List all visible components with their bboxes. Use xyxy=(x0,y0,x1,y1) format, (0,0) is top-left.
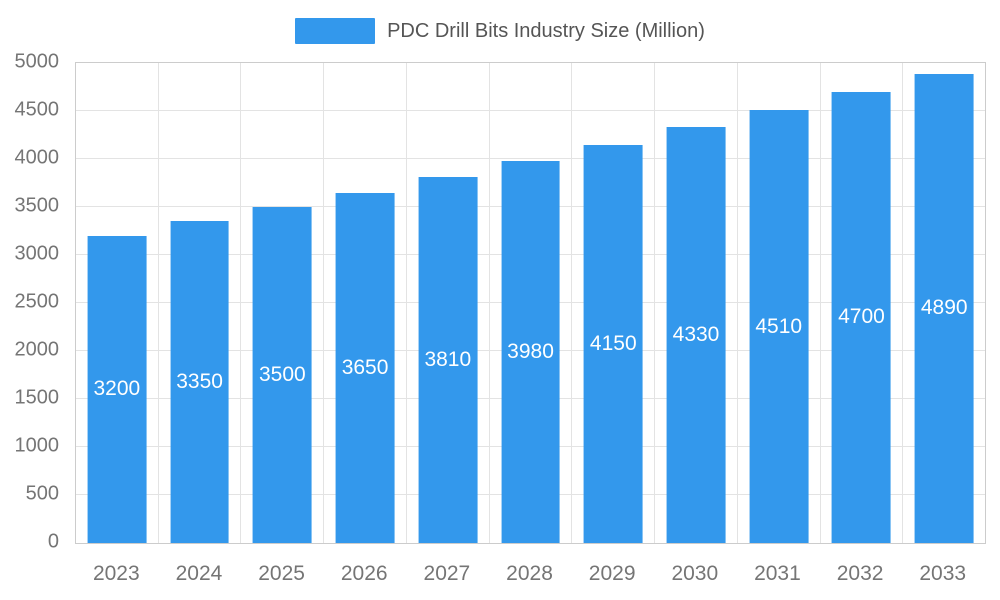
legend-label: PDC Drill Bits Industry Size (Million) xyxy=(387,19,705,42)
category-column: 4510 xyxy=(738,63,821,543)
x-tick-label: 2023 xyxy=(92,562,140,585)
y-tick-label: 0 xyxy=(47,530,59,553)
bar-value-label: 3650 xyxy=(341,355,389,379)
category-column: 4150 xyxy=(572,63,656,543)
category-column: 3200 xyxy=(76,63,159,543)
x-tick-label: 2030 xyxy=(671,562,719,585)
bar-value-label: 3350 xyxy=(176,370,223,394)
bar: 3650 xyxy=(335,192,395,543)
category-column: 4890 xyxy=(903,63,985,543)
bar-columns: 3200 3350 3500 3650 3810 3980 4150 4330 4510 4700… xyxy=(76,63,985,543)
bar-value-label: 4700 xyxy=(838,305,885,329)
x-tick-label: 2032 xyxy=(836,562,884,585)
bar-value-label: 3810 xyxy=(424,348,472,372)
x-tick-label: 2025 xyxy=(258,562,305,585)
bar-value-label: 3500 xyxy=(258,363,306,386)
y-tick-label: 500 xyxy=(25,482,59,505)
category-column: 4330 xyxy=(655,63,738,543)
y-tick-label: 5000 xyxy=(14,50,60,73)
gridline xyxy=(76,110,985,111)
y-tick-label: 4000 xyxy=(14,146,60,169)
x-tick-label: 2024 xyxy=(175,562,223,585)
x-tick-label: 2033 xyxy=(919,562,967,585)
bar: 4510 xyxy=(749,110,809,543)
plot-area: 3200 3350 3500 3650 3810 3980 4150 4330 4510 4700… xyxy=(75,62,986,544)
y-tick-label: 3500 xyxy=(14,194,60,217)
x-axis-labels: 2023 2024 2025 2026 2027 2028 2029 2030 2031 2032… xyxy=(75,552,984,586)
bar: 4700 xyxy=(832,91,891,543)
x-tick-label: 2026 xyxy=(340,562,388,585)
y-tick-label: 1500 xyxy=(14,386,60,409)
y-tick-label: 2500 xyxy=(14,290,60,313)
category-column: 3810 xyxy=(407,63,490,543)
bar: 3980 xyxy=(501,160,560,543)
y-tick-label: 2000 xyxy=(14,338,60,361)
x-tick-label: 2029 xyxy=(588,562,636,585)
bar: 3500 xyxy=(252,207,312,543)
bar-value-label: 4510 xyxy=(755,314,803,338)
y-tick-label: 3000 xyxy=(14,242,60,265)
legend-swatch-icon xyxy=(295,18,376,44)
y-tick-label: 4500 xyxy=(14,98,60,121)
y-tick-label: 1000 xyxy=(14,434,60,457)
category-column: 4700 xyxy=(821,63,904,543)
x-tick-label: 2031 xyxy=(754,562,801,585)
category-column: 3650 xyxy=(324,63,407,543)
category-column: 3350 xyxy=(159,63,242,543)
y-axis-labels: 0 500 1000 1500 2000 2500 3000 3500 4000 4500 5000 xyxy=(0,51,67,553)
bar: 3810 xyxy=(418,177,478,543)
gridline xyxy=(76,158,985,159)
legend-item[interactable]: PDC Drill Bits Industry Size (Million) xyxy=(0,18,1000,44)
category-column: 3500 xyxy=(241,63,325,543)
bar: 4890 xyxy=(914,73,974,543)
bar-value-label: 3200 xyxy=(93,377,141,401)
bar: 4330 xyxy=(666,127,726,543)
x-tick-label: 2027 xyxy=(423,562,471,585)
bar: 3350 xyxy=(170,221,230,543)
x-tick-label: 2028 xyxy=(506,562,553,585)
category-column: 3980 xyxy=(490,63,573,543)
bar-value-label: 4890 xyxy=(920,296,968,320)
bar-value-label: 3980 xyxy=(507,339,554,363)
bar: 4150 xyxy=(583,144,643,543)
bar-value-label: 4330 xyxy=(672,323,720,347)
bar: 3200 xyxy=(87,235,147,543)
bar-value-label: 4150 xyxy=(589,331,637,355)
